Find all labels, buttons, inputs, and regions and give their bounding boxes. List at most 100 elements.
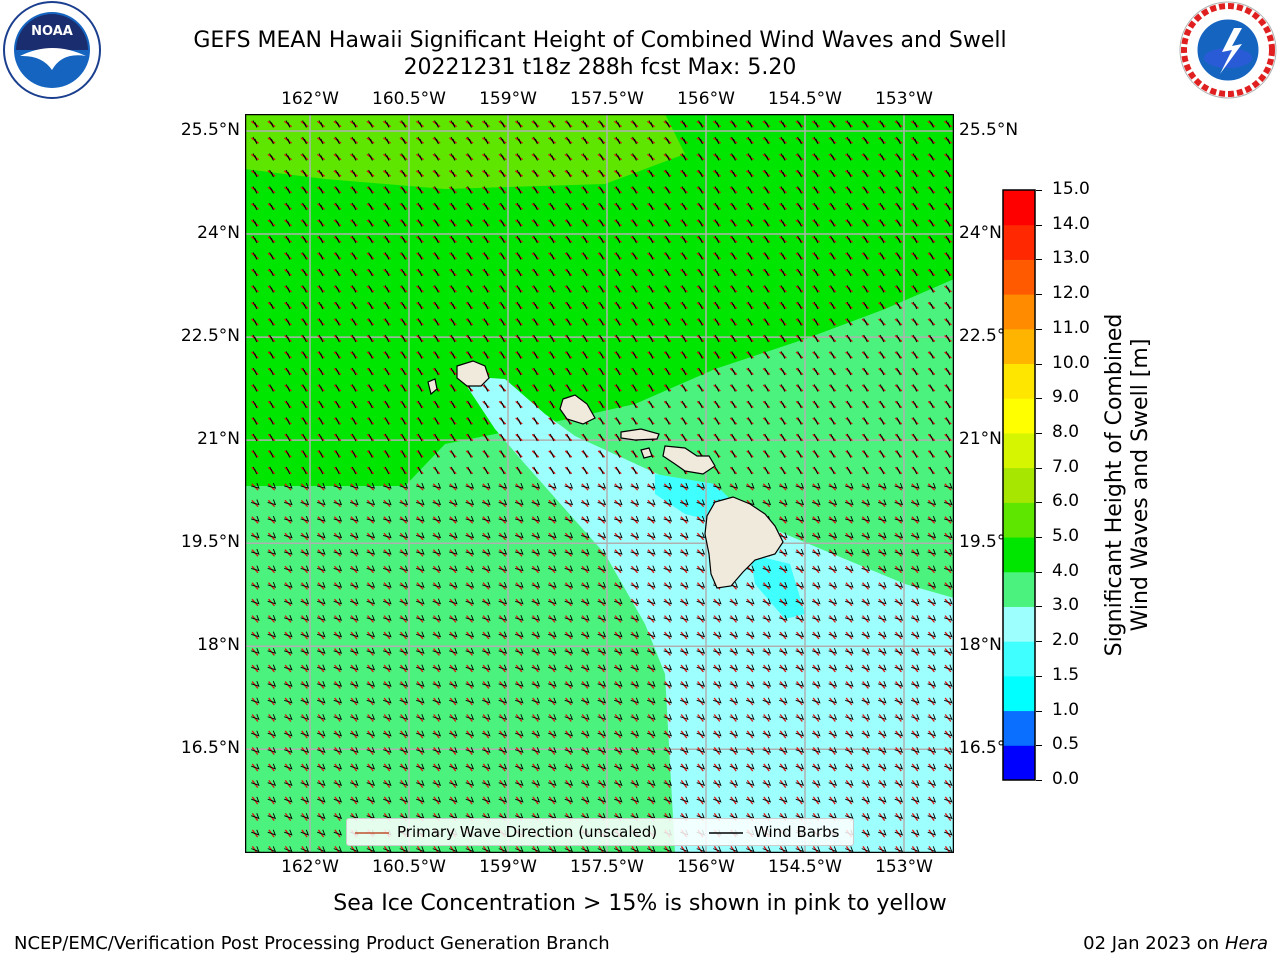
wind-barb [729, 714, 739, 720]
wind-barb [912, 301, 918, 310]
wind-barb [318, 384, 324, 392]
footer-date: 02 Jan 2023 on Hera [1083, 933, 1268, 954]
wind-barb [597, 664, 607, 671]
wind-barb [531, 614, 541, 621]
wind-barb [878, 747, 887, 754]
wind-barb [665, 219, 670, 227]
wind-barb [830, 417, 835, 425]
wind-barb [680, 548, 689, 555]
wind-barb [764, 219, 769, 227]
colorbar-segment [1003, 502, 1035, 538]
wind-barb [630, 846, 640, 853]
island-molokai [620, 428, 660, 441]
wind-barb [599, 417, 604, 425]
wind-barb [927, 565, 937, 572]
wind-barb [284, 846, 293, 853]
wind-barb [813, 417, 819, 425]
wind-barb [615, 153, 621, 161]
wind-barb [812, 714, 821, 720]
wind-barb [846, 252, 852, 260]
wind-barb [401, 367, 406, 376]
wind-barb [251, 846, 260, 853]
wind-barb [681, 252, 687, 260]
wind-barb [746, 598, 755, 605]
wind-barb [548, 747, 557, 754]
wind-barb [317, 681, 326, 687]
wind-barb [566, 433, 571, 442]
wind-barb [812, 565, 821, 572]
wind-barb [500, 466, 505, 475]
wind-barb [731, 384, 736, 392]
wind-barb [582, 169, 588, 178]
wind-barb [284, 714, 293, 720]
wind-barb [830, 433, 835, 442]
wind-barb [665, 235, 670, 244]
wind-barb [896, 433, 901, 442]
wind-barb [680, 714, 689, 720]
wind-barb [797, 433, 802, 442]
wind-barb [615, 285, 621, 293]
wind-barb [450, 285, 456, 293]
wind-barb [632, 136, 637, 145]
wind-barb [861, 499, 871, 506]
wind-barb [267, 532, 277, 539]
wind-barb [483, 450, 489, 458]
wind-barb [581, 482, 590, 489]
wind-barb [533, 153, 538, 161]
island-kauai [456, 360, 490, 387]
wind-barb [401, 136, 406, 145]
wind-barb [830, 450, 835, 458]
colorbar-tick-mark [1036, 571, 1042, 573]
wind-barb [399, 548, 409, 555]
wind-barb [465, 730, 475, 737]
wind-barb [729, 614, 739, 621]
wind-barb [878, 664, 887, 671]
wind-barb [663, 598, 673, 605]
colorbar-tick-label: 12.0 [1052, 283, 1090, 304]
wind-barb [318, 186, 324, 194]
wind-barb [630, 796, 640, 803]
wind-barb [648, 301, 654, 310]
wind-barb [302, 417, 307, 425]
wind-barb [317, 499, 326, 506]
wind-barb [333, 697, 343, 704]
map-legend: Primary Wave Direction (unscaled) Wind B… [346, 818, 854, 846]
wind-barb [944, 780, 953, 787]
wind-barb [566, 235, 571, 244]
wind-barb [432, 499, 442, 506]
wind-barb [797, 153, 802, 161]
wind-barb [696, 648, 706, 654]
wind-barb [333, 482, 343, 489]
wind-barb [251, 515, 260, 522]
wind-barb [432, 796, 442, 803]
wind-barb [762, 598, 772, 605]
wind-barb [614, 730, 623, 737]
wind-barb [828, 730, 838, 737]
wind-barb [780, 235, 786, 244]
wind-barb [927, 581, 937, 588]
wind-barb [812, 780, 821, 787]
wind-barb [878, 482, 887, 489]
wind-barb [696, 697, 706, 704]
wind-barb [317, 548, 326, 555]
wind-barb [482, 681, 491, 687]
lon-tick-label: 162°W [281, 857, 339, 877]
wind-barb [581, 631, 590, 638]
wind-barb [582, 301, 588, 310]
wind-barb [845, 747, 854, 754]
wind-barb [383, 648, 392, 654]
wind-barb [599, 450, 604, 458]
wind-barb [846, 268, 852, 277]
wind-barb [531, 598, 541, 605]
wind-barb [762, 664, 772, 671]
wind-barb [615, 268, 621, 277]
wind-barb [383, 499, 392, 506]
wind-barb [714, 202, 720, 211]
wind-barb [450, 466, 456, 475]
wind-barb [698, 351, 703, 359]
wind-barb [731, 318, 736, 326]
wind-barb [498, 532, 508, 539]
wind-barb [747, 219, 753, 227]
wind-barb [663, 747, 673, 754]
wind-barb [449, 697, 458, 704]
